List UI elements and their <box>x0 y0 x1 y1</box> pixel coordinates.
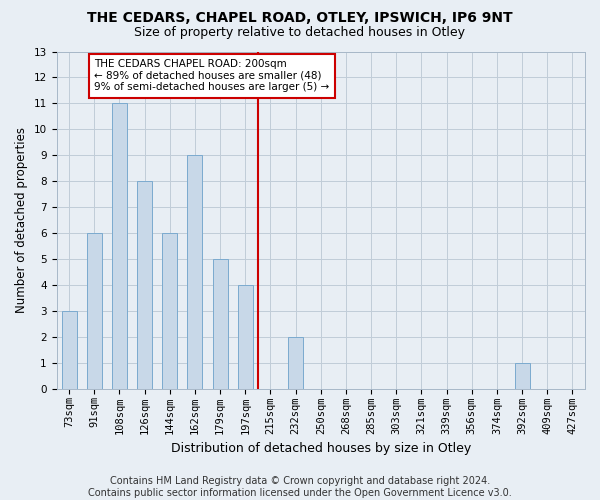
Text: Size of property relative to detached houses in Otley: Size of property relative to detached ho… <box>134 26 466 39</box>
Bar <box>62 311 77 388</box>
Text: THE CEDARS CHAPEL ROAD: 200sqm
← 89% of detached houses are smaller (48)
9% of s: THE CEDARS CHAPEL ROAD: 200sqm ← 89% of … <box>94 60 329 92</box>
Text: Contains HM Land Registry data © Crown copyright and database right 2024.
Contai: Contains HM Land Registry data © Crown c… <box>88 476 512 498</box>
X-axis label: Distribution of detached houses by size in Otley: Distribution of detached houses by size … <box>170 442 471 455</box>
Bar <box>87 233 102 388</box>
Bar <box>212 259 227 388</box>
Y-axis label: Number of detached properties: Number of detached properties <box>15 127 28 313</box>
Bar <box>162 233 178 388</box>
Bar <box>137 181 152 388</box>
Bar <box>515 362 530 388</box>
Text: THE CEDARS, CHAPEL ROAD, OTLEY, IPSWICH, IP6 9NT: THE CEDARS, CHAPEL ROAD, OTLEY, IPSWICH,… <box>87 12 513 26</box>
Bar <box>187 155 202 388</box>
Bar <box>112 104 127 389</box>
Bar <box>288 336 303 388</box>
Bar <box>238 285 253 389</box>
